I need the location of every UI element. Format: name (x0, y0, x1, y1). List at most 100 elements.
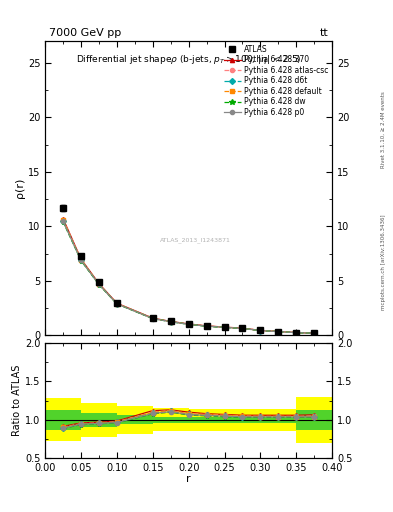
Pythia 6.428 d6t (276, 329, 281, 335)
Pythia 6.428 370 (61, 216, 66, 222)
Pythia 6.428 p0 (312, 330, 316, 336)
Pythia 6.428 d6t (97, 281, 101, 287)
Pythia 6.428 atlas-csc (276, 329, 281, 335)
Pythia 6.428 dw (79, 258, 83, 264)
Pythia 6.428 default (115, 301, 119, 307)
Pythia 6.428 p0 (61, 218, 66, 224)
Pythia 6.428 370 (204, 323, 209, 329)
Text: Differential jet shape$\rho$ (b-jets, $p_T$$>$100, $|\eta|$ < 2.5): Differential jet shape$\rho$ (b-jets, $p… (76, 53, 301, 66)
Pythia 6.428 p0 (97, 282, 101, 288)
Text: Rivet 3.1.10, ≥ 2.4M events: Rivet 3.1.10, ≥ 2.4M events (381, 91, 386, 167)
Pythia 6.428 d6t (186, 321, 191, 327)
Pythia 6.428 p0 (79, 257, 83, 263)
X-axis label: r: r (186, 475, 191, 484)
Pythia 6.428 atlas-csc (168, 318, 173, 325)
Pythia 6.428 370 (258, 327, 263, 333)
Line: Pythia 6.428 p0: Pythia 6.428 p0 (61, 219, 316, 335)
Pythia 6.428 d6t (222, 324, 227, 330)
Pythia 6.428 default (79, 257, 83, 263)
Pythia 6.428 p0 (240, 325, 245, 331)
Pythia 6.428 d6t (115, 301, 119, 307)
Line: Pythia 6.428 dw: Pythia 6.428 dw (61, 220, 316, 335)
Pythia 6.428 370 (240, 325, 245, 331)
Pythia 6.428 dw (276, 329, 281, 335)
Legend: ATLAS, Pythia 6.428 370, Pythia 6.428 atlas-csc, Pythia 6.428 d6t, Pythia 6.428 : ATLAS, Pythia 6.428 370, Pythia 6.428 at… (224, 45, 328, 117)
Pythia 6.428 dw (204, 323, 209, 329)
Pythia 6.428 d6t (168, 318, 173, 325)
Pythia 6.428 atlas-csc (240, 325, 245, 331)
Pythia 6.428 p0 (222, 324, 227, 330)
Pythia 6.428 d6t (151, 315, 155, 322)
Pythia 6.428 atlas-csc (222, 324, 227, 330)
Pythia 6.428 atlas-csc (97, 281, 101, 287)
Pythia 6.428 default (168, 318, 173, 325)
Pythia 6.428 default (258, 327, 263, 333)
Pythia 6.428 dw (312, 330, 316, 336)
Pythia 6.428 dw (258, 328, 263, 334)
Pythia 6.428 370 (115, 300, 119, 306)
Pythia 6.428 370 (168, 318, 173, 325)
Pythia 6.428 dw (97, 282, 101, 288)
Pythia 6.428 default (61, 217, 66, 223)
Pythia 6.428 atlas-csc (115, 301, 119, 307)
Pythia 6.428 370 (294, 329, 299, 335)
Pythia 6.428 d6t (204, 323, 209, 329)
Pythia 6.428 d6t (79, 257, 83, 263)
Line: Pythia 6.428 370: Pythia 6.428 370 (61, 217, 316, 335)
Y-axis label: Ratio to ATLAS: Ratio to ATLAS (12, 365, 22, 436)
Pythia 6.428 dw (294, 330, 299, 336)
Pythia 6.428 dw (61, 219, 66, 225)
Text: tt: tt (320, 28, 328, 38)
Pythia 6.428 default (222, 324, 227, 330)
Pythia 6.428 p0 (151, 315, 155, 322)
Pythia 6.428 default (186, 321, 191, 327)
Pythia 6.428 dw (222, 324, 227, 330)
Line: Pythia 6.428 atlas-csc: Pythia 6.428 atlas-csc (61, 218, 316, 335)
Pythia 6.428 default (204, 323, 209, 329)
Pythia 6.428 p0 (115, 301, 119, 307)
Pythia 6.428 370 (79, 256, 83, 262)
Pythia 6.428 atlas-csc (151, 315, 155, 322)
Pythia 6.428 d6t (240, 325, 245, 331)
Text: 7000 GeV pp: 7000 GeV pp (49, 28, 121, 38)
Pythia 6.428 default (240, 325, 245, 331)
Text: mcplots.cern.ch [arXiv:1306.3436]: mcplots.cern.ch [arXiv:1306.3436] (381, 214, 386, 310)
Pythia 6.428 370 (97, 281, 101, 287)
Pythia 6.428 atlas-csc (79, 257, 83, 263)
Pythia 6.428 d6t (312, 330, 316, 336)
Pythia 6.428 d6t (258, 328, 263, 334)
Pythia 6.428 default (312, 330, 316, 336)
Pythia 6.428 370 (276, 328, 281, 334)
Pythia 6.428 dw (151, 315, 155, 322)
Pythia 6.428 dw (186, 321, 191, 327)
Pythia 6.428 370 (222, 324, 227, 330)
Pythia 6.428 d6t (61, 218, 66, 224)
Pythia 6.428 d6t (294, 330, 299, 336)
Pythia 6.428 atlas-csc (186, 321, 191, 327)
Text: ATLAS_2013_I1243871: ATLAS_2013_I1243871 (160, 237, 231, 243)
Y-axis label: ρ(r): ρ(r) (15, 178, 25, 198)
Pythia 6.428 p0 (258, 328, 263, 334)
Pythia 6.428 p0 (168, 318, 173, 325)
Pythia 6.428 dw (240, 326, 245, 332)
Pythia 6.428 p0 (186, 321, 191, 327)
Pythia 6.428 p0 (294, 330, 299, 336)
Line: Pythia 6.428 default: Pythia 6.428 default (61, 218, 316, 335)
Pythia 6.428 370 (186, 321, 191, 327)
Pythia 6.428 atlas-csc (204, 323, 209, 329)
Pythia 6.428 atlas-csc (312, 330, 316, 336)
Pythia 6.428 atlas-csc (61, 217, 66, 223)
Pythia 6.428 370 (151, 315, 155, 321)
Pythia 6.428 370 (312, 330, 316, 336)
Pythia 6.428 default (151, 315, 155, 322)
Pythia 6.428 dw (115, 301, 119, 307)
Pythia 6.428 atlas-csc (258, 327, 263, 333)
Pythia 6.428 p0 (204, 323, 209, 329)
Pythia 6.428 dw (168, 318, 173, 325)
Pythia 6.428 atlas-csc (294, 330, 299, 336)
Line: Pythia 6.428 d6t: Pythia 6.428 d6t (61, 219, 316, 335)
Pythia 6.428 default (276, 329, 281, 335)
Pythia 6.428 default (97, 281, 101, 287)
Pythia 6.428 default (294, 330, 299, 336)
Pythia 6.428 p0 (276, 329, 281, 335)
